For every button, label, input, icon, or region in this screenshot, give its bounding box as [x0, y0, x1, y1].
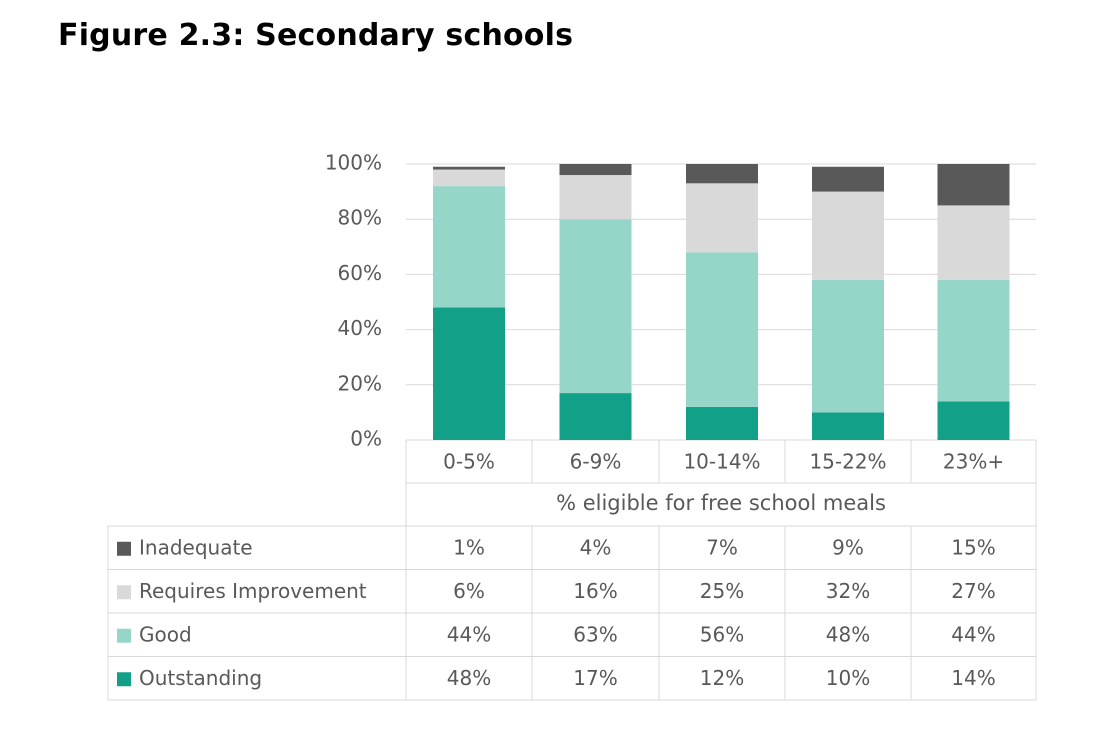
data-label: 12%	[700, 666, 744, 690]
bar-outstanding	[559, 393, 632, 440]
y-tick-label: 80%	[338, 206, 382, 230]
data-label: 44%	[447, 622, 491, 646]
y-tick-label: 0%	[350, 427, 382, 451]
bar-outstanding	[433, 307, 505, 440]
y-tick-label: 60%	[338, 261, 382, 285]
data-label: 6%	[453, 579, 485, 603]
x-tick-label: 10-14%	[683, 450, 760, 474]
data-label: 1%	[453, 535, 485, 559]
data-label: 27%	[951, 579, 995, 603]
legend-label: Outstanding	[139, 666, 262, 690]
legend-label: Inadequate	[139, 535, 253, 559]
bar-inadequate	[812, 166, 884, 192]
data-label: 14%	[951, 666, 995, 690]
x-tick-label: 23%+	[943, 450, 1004, 474]
legend-swatch-inadequate	[117, 541, 131, 556]
data-label: 63%	[573, 622, 617, 646]
data-label: 4%	[580, 535, 612, 559]
data-label: 9%	[832, 535, 864, 559]
bar-inadequate	[433, 166, 505, 170]
bar-good	[937, 279, 1010, 402]
x-tick-label: 0-5%	[443, 450, 495, 474]
data-label: 32%	[826, 579, 870, 603]
bar-inadequate	[937, 164, 1010, 206]
bar-inadequate	[559, 164, 632, 176]
bar-inadequate	[686, 164, 758, 184]
data-label: 17%	[573, 666, 617, 690]
x-tick-label: 15-22%	[809, 450, 886, 474]
data-label: 44%	[951, 622, 995, 646]
bar-good	[433, 186, 505, 308]
data-label: 25%	[700, 579, 744, 603]
legend-label: Requires Improvement	[139, 579, 367, 603]
bar-requires-improvement	[433, 169, 505, 187]
data-label: 10%	[826, 666, 870, 690]
bar-good	[559, 219, 632, 394]
data-label: 15%	[951, 535, 995, 559]
figure-title: Figure 2.3: Secondary schools	[58, 18, 574, 53]
x-axis-label: % eligible for free school meals	[556, 491, 886, 515]
data-label: 48%	[447, 666, 491, 690]
bar-good	[686, 252, 758, 407]
y-tick-label: 40%	[338, 316, 382, 340]
data-label: 7%	[706, 535, 738, 559]
legend-label: Good	[139, 622, 192, 646]
y-tick-label: 100%	[325, 151, 382, 175]
data-label: 48%	[826, 622, 870, 646]
data-label: 56%	[700, 622, 744, 646]
bar-outstanding	[686, 406, 758, 440]
bar-requires-improvement	[686, 183, 758, 253]
bar-requires-improvement	[559, 175, 632, 220]
legend-swatch-outstanding	[117, 672, 131, 687]
y-tick-label: 20%	[338, 371, 382, 395]
bar-outstanding	[812, 412, 884, 440]
data-label: 16%	[573, 579, 617, 603]
bar-requires-improvement	[937, 205, 1010, 280]
bar-requires-improvement	[812, 191, 884, 280]
bar-outstanding	[937, 401, 1010, 440]
legend-swatch-requires-improvement	[117, 585, 131, 600]
bar-good	[812, 279, 884, 413]
x-tick-label: 6-9%	[570, 450, 622, 474]
legend-swatch-good	[117, 628, 131, 643]
